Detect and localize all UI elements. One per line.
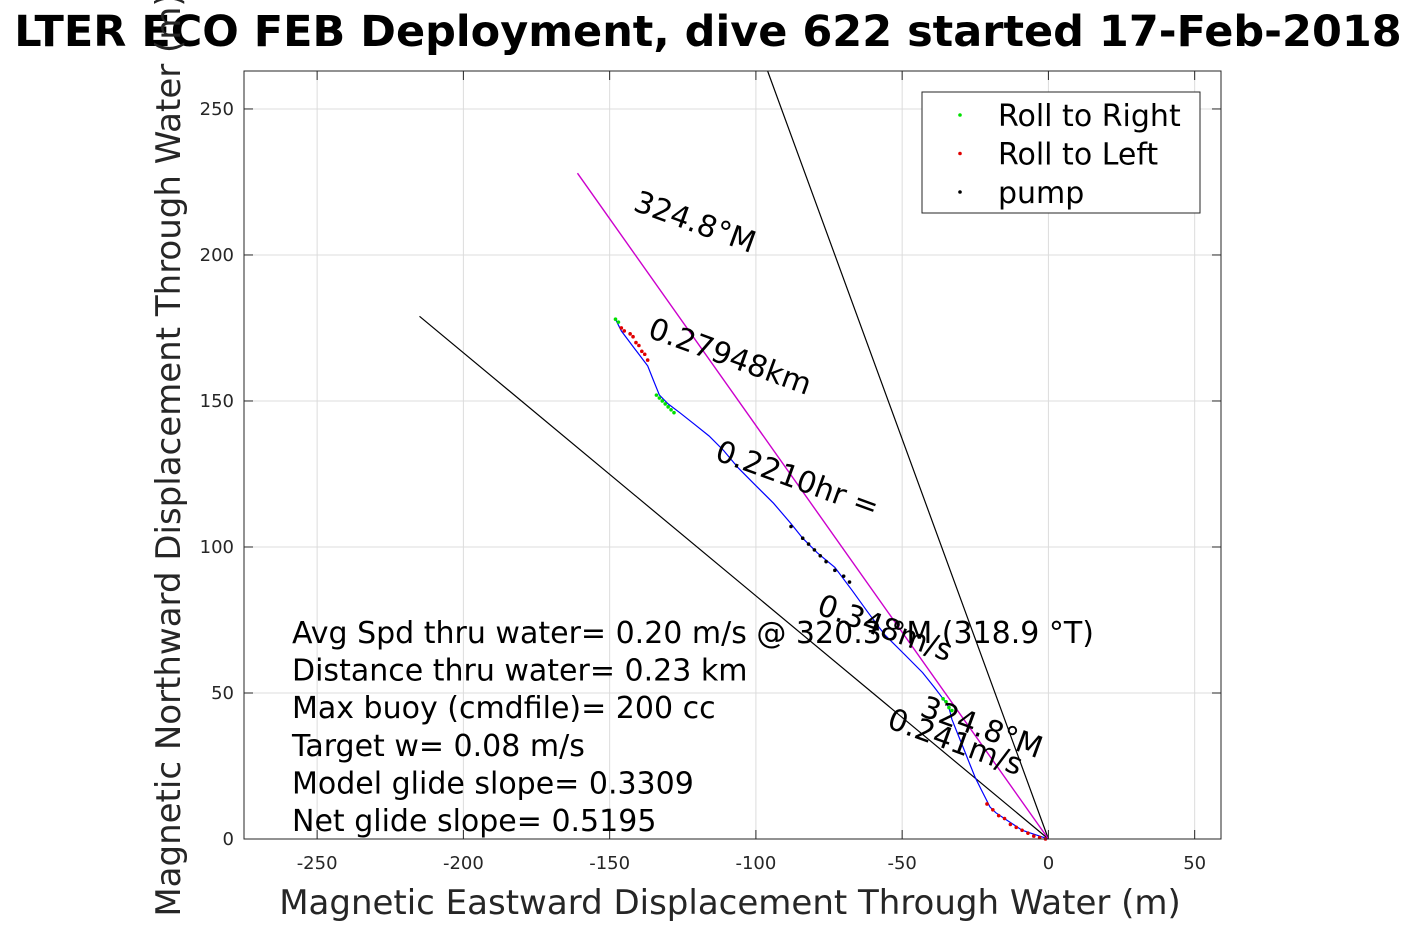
y-tick-label: 250 [200, 99, 234, 120]
heading-line [576, 172, 1049, 840]
legend-marker [958, 190, 962, 194]
roll-left-point [1031, 834, 1036, 838]
roll-left-point [634, 340, 638, 345]
y-tick-label: 50 [211, 683, 234, 704]
roll-left-point [1020, 828, 1024, 833]
x-tick-label: -150 [589, 853, 630, 874]
x-axis-label: Magnetic Eastward Displacement Through W… [279, 883, 1181, 923]
glider-track-line [614, 318, 1049, 840]
roll-left-point [628, 332, 632, 336]
y-tick-label: 0 [223, 829, 234, 850]
rotated-line-label: 324.8°M [629, 185, 760, 261]
roll-right-point [616, 320, 621, 324]
annotation-line: Max buoy (cmdfile)= 200 cc [292, 691, 716, 726]
roll-right-point [657, 396, 662, 400]
chart-title: LTER ECO FEB Deployment, dive 622 starte… [14, 7, 1401, 57]
annotation-line: Avg Spd thru water= 0.20 m/s @ 320.3 °M … [292, 616, 1094, 651]
roll-right-point [613, 317, 618, 322]
legend-label: Roll to Right [998, 99, 1181, 134]
roll-right-point [669, 407, 673, 412]
roll-right-point [666, 405, 670, 409]
legend-box [921, 91, 1201, 214]
roll-right-point [660, 399, 665, 403]
y-tick-label: 200 [200, 245, 234, 266]
guide-line [767, 70, 1049, 840]
roll-right-point [941, 697, 945, 701]
pump-point [841, 574, 846, 578]
rotated-line-label: 0.2210hr = [711, 434, 884, 525]
x-tick-label: 0 [1043, 853, 1054, 874]
legend-label: Roll to Left [998, 138, 1158, 173]
y-tick-label: 150 [200, 391, 234, 412]
roll-left-point [1026, 831, 1030, 835]
roll-left-point [1002, 816, 1007, 821]
roll-left-point [622, 329, 627, 333]
roll-right-point [672, 410, 676, 415]
x-tick-label: -50 [887, 853, 916, 874]
pump-point [847, 580, 852, 584]
roll-left-point [1037, 835, 1042, 840]
roll-left-point [631, 334, 635, 339]
x-tick-label: -100 [735, 853, 776, 874]
pump-point [824, 559, 828, 564]
x-tick-label: -250 [297, 853, 338, 874]
roll-left-point [1008, 822, 1013, 827]
roll-right-point [950, 708, 954, 713]
annotation-line: Distance thru water= 0.23 km [292, 654, 747, 689]
roll-left-point [996, 813, 1001, 818]
annotation-line: Target w= 0.08 m/s [291, 729, 585, 764]
roll-left-point [642, 352, 647, 357]
y-tick-label: 100 [200, 537, 234, 558]
pump-point [789, 524, 793, 529]
roll-left-point [1014, 825, 1019, 830]
roll-left-point [985, 802, 989, 806]
roll-right-point [654, 393, 659, 397]
y-axis-label: Magnetic Northward Displacement Through … [149, 0, 189, 917]
roll-right-point [663, 402, 668, 406]
pump-point [812, 548, 817, 552]
roll-left-point [619, 326, 624, 330]
pump-point [800, 536, 805, 541]
plot-data [613, 317, 1049, 841]
legend-label: pump [998, 176, 1084, 211]
guide-lines [419, 70, 1049, 840]
annotation-line: Model glide slope= 0.3309 [292, 766, 694, 801]
roll-right-point [944, 699, 948, 704]
roll-left-point [640, 349, 644, 354]
legend-marker [958, 151, 962, 156]
x-tick-label: -200 [443, 853, 484, 874]
roll-left-point [991, 807, 995, 812]
roll-right-point [947, 705, 951, 710]
pump-point [806, 542, 811, 546]
guide-line [419, 315, 1049, 840]
annotation-line: Net glide slope= 0.5195 [292, 804, 656, 839]
pump-point [818, 553, 823, 558]
legend-marker [958, 113, 962, 117]
x-tick-label: 50 [1183, 853, 1206, 874]
pump-point [833, 568, 837, 573]
roll-left-point [637, 343, 641, 348]
annotation-block: Avg Spd thru water= 0.20 m/s @ 320.3 °M … [291, 616, 1094, 839]
axis-ticks: -250 -200 -150 -100 -50 0 50 0 50 100 150 200 250 [200, 71, 1221, 874]
axes-box [243, 70, 1222, 840]
roll-left-point [645, 358, 650, 362]
